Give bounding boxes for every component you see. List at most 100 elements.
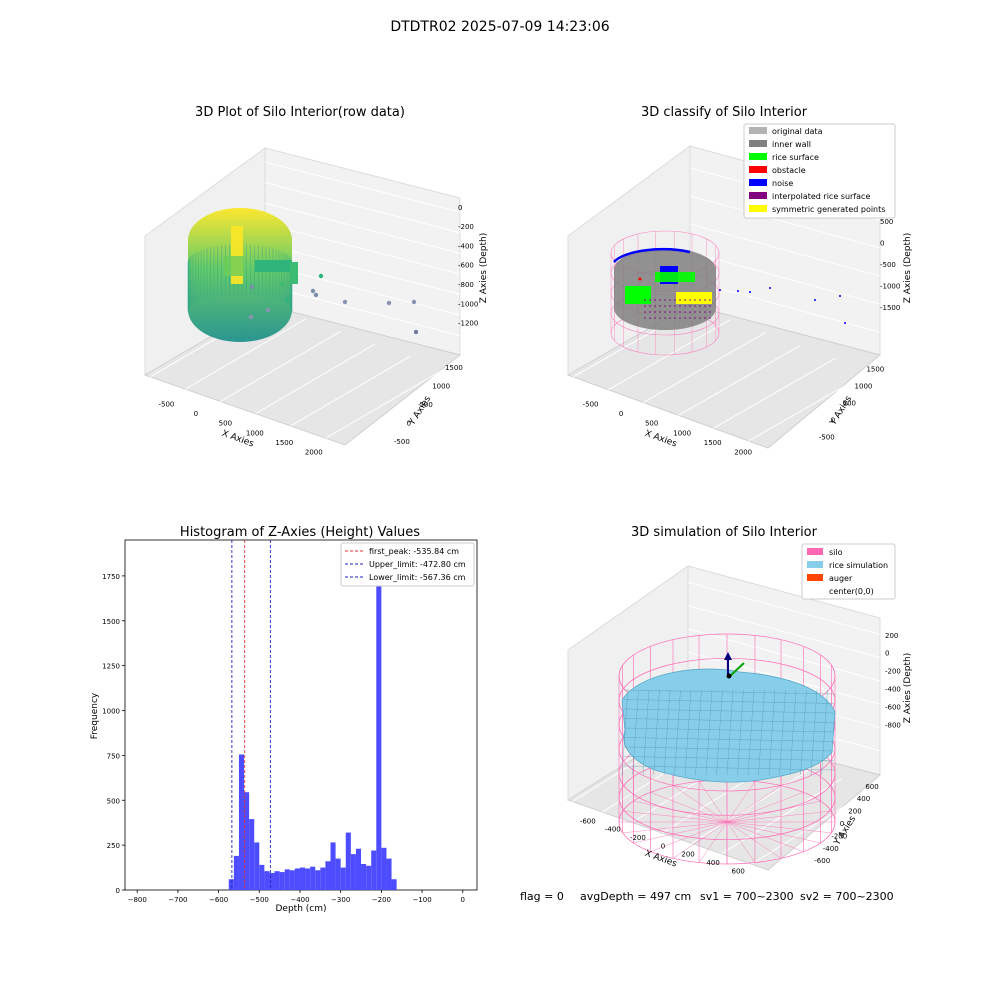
panel4-legend: silo rice simulation auger center(0,0) (801, 543, 896, 600)
histogram-bar (294, 868, 300, 890)
mesh-line (623, 699, 835, 704)
histogram-bar (355, 848, 362, 890)
z-gridline (687, 651, 881, 705)
histogram-bar (264, 871, 270, 890)
histogram-bar (381, 847, 387, 890)
interpolated-surface-point (689, 299, 691, 301)
status-sv2: sv2 = 700~2300 (800, 890, 894, 903)
silo-floor-spoke (726, 821, 804, 852)
y-tick-label: 1500 (102, 618, 120, 626)
panel2-title: 3D classify of Silo Interior (641, 105, 808, 120)
interpolated-surface-point (664, 311, 666, 313)
z-gridline (264, 161, 461, 213)
interpolated-surface-point (649, 299, 651, 301)
legend-swatch (749, 140, 767, 147)
mesh-line (768, 689, 776, 776)
x-tick-label: −800 (128, 896, 147, 904)
histogram-ylabel: Frequency (90, 692, 100, 739)
mesh-line (726, 689, 734, 776)
mesh-line (623, 746, 835, 752)
interpolated-surface-point (709, 317, 711, 319)
x-tick-label: −700 (168, 896, 187, 904)
mesh-line (653, 689, 660, 776)
noise-point (769, 287, 771, 289)
y-tick-label: -400 (823, 845, 839, 853)
mesh-line (779, 689, 786, 776)
x-gridline (290, 355, 411, 427)
z-gridline (689, 223, 881, 277)
panel2-classified-points (610, 230, 846, 356)
panel1-gridlines (150, 161, 461, 439)
silo-floor-spoke (726, 821, 821, 844)
y-tick-label: 1500 (445, 364, 463, 372)
rice-simulation-surface (621, 668, 836, 783)
z-gridline (264, 243, 461, 295)
y-tick-label: 1000 (855, 382, 873, 390)
legend-label: interpolated rice surface (772, 192, 870, 201)
interpolated-surface-point (704, 311, 706, 313)
z-tick-label: -1200 (458, 320, 478, 328)
interpolated-surface-point (674, 299, 676, 301)
panel2-tick-labels: -500 0 500 1000 1500 2000 -500 0 500 1000 1500 500 0… (583, 218, 901, 457)
outlier-point (310, 288, 316, 294)
silo-floor-spoke (726, 792, 804, 823)
mesh-line (623, 708, 835, 714)
x-tick-label: 200 (681, 851, 694, 859)
outlier-point (249, 284, 255, 290)
auger-arrow (724, 652, 732, 660)
histogram-bar (345, 832, 351, 890)
panel-histogram: Histogram of Z-Axies (Height) Values −80… (90, 525, 478, 914)
histogram-bar (274, 871, 280, 890)
z-gridline (689, 251, 881, 305)
histogram-legend: first_peak: -535.84 cm Upper_limit: -472.… (340, 542, 475, 587)
interpolated-surface-point (694, 317, 696, 319)
histogram-bar (361, 863, 367, 890)
rice-surface-points (655, 272, 695, 282)
noise-point (737, 290, 739, 292)
z-gridline (689, 279, 881, 333)
z-tick-label: -800 (458, 281, 474, 289)
x-tick-label: −600 (209, 896, 228, 904)
silo-floor-spoke (633, 821, 728, 844)
status-flag: flag = 0 (520, 890, 564, 903)
panel1-tick-labels: -500 0 500 1000 1500 2000 -500 0 500 1000 1500 0 -20… (158, 204, 478, 457)
silo-floor-spoke (622, 810, 728, 823)
x-tick-label: 0 (194, 410, 198, 418)
legend-swatch (807, 561, 823, 568)
mesh-line (684, 689, 692, 776)
histogram-bar (391, 879, 397, 890)
outlier-point (411, 299, 417, 305)
interpolated-surface-point (699, 305, 701, 307)
panel1-zlabel: Z Axies (Depth) (479, 233, 489, 304)
z-tick-label: 0 (880, 240, 884, 248)
status-avg-depth: avgDepth = 497 cm (580, 890, 691, 903)
y-tick-label: -200 (831, 832, 847, 840)
x-tick-label: -600 (580, 817, 596, 825)
x-tick-label: 1500 (704, 439, 722, 447)
outlier-point (342, 299, 348, 305)
silo-floor-spoke (672, 785, 728, 823)
x-gridline (220, 330, 341, 402)
x-tick-label: 1500 (275, 439, 293, 447)
center-point (726, 673, 732, 679)
x-tick-label: 1000 (673, 429, 691, 437)
z-gridline (264, 223, 461, 275)
legend-swatch (749, 127, 767, 134)
histogram-bar (244, 792, 250, 890)
interpolated-surface-point (684, 305, 686, 307)
x-tick-label: 400 (706, 859, 719, 867)
panel1-ylabel: Y Axies (407, 394, 433, 428)
z-tick-label: -600 (885, 704, 901, 712)
histogram-bar (376, 555, 382, 890)
histogram-bar (279, 872, 285, 890)
x-gridline (255, 343, 376, 415)
z-tick-label: -600 (458, 262, 474, 270)
x-tick-label: −500 (250, 896, 269, 904)
histogram-bar (330, 842, 336, 890)
silo-floor-spoke (726, 821, 832, 834)
x-tick-label: 1000 (246, 429, 264, 437)
interpolated-surface-point (699, 299, 701, 301)
y-tick-label: 0 (116, 887, 120, 895)
interpolated-surface-point (644, 299, 646, 301)
histogram-threshold-lines (231, 540, 271, 890)
